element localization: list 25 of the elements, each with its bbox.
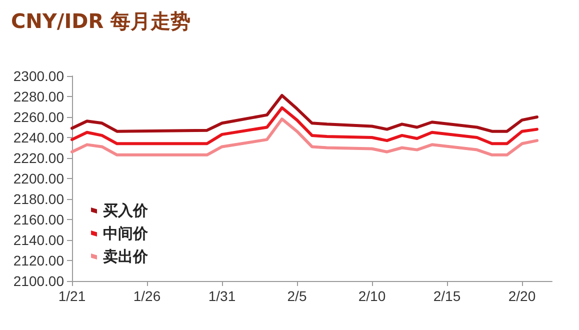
legend-label: 买入价 (103, 202, 149, 220)
y-tick-label: 2160.00 (13, 212, 64, 228)
y-tick-label: 2140.00 (13, 232, 64, 248)
chart-title: CNY/IDR 每月走势 (11, 9, 191, 33)
y-tick-label: 2260.00 (13, 109, 64, 125)
y-tick-label: 2220.00 (13, 150, 64, 166)
y-tick-label: 2120.00 (13, 252, 64, 268)
y-tick-label: 2100.00 (13, 273, 64, 289)
y-tick-label: 2300.00 (13, 68, 64, 84)
x-tick-label: 2/20 (508, 288, 536, 304)
y-tick-label: 2180.00 (13, 191, 64, 207)
line-series (70, 118, 538, 156)
legend-label: 卖出价 (103, 248, 149, 266)
x-tick-label: 1/31 (208, 288, 236, 304)
x-tick-label: 2/5 (287, 288, 307, 304)
line-series (70, 106, 538, 146)
y-tick-label: 2280.00 (13, 88, 64, 104)
x-tick-label: 1/26 (133, 288, 161, 304)
line-series (70, 94, 538, 133)
x-tick-label: 2/10 (358, 288, 386, 304)
legend-label: 中间价 (103, 224, 149, 242)
x-tick-label: 1/21 (58, 288, 86, 304)
x-tick-label: 2/15 (433, 288, 461, 304)
y-tick-label: 2240.00 (13, 130, 64, 146)
y-tick-label: 2200.00 (13, 170, 64, 186)
